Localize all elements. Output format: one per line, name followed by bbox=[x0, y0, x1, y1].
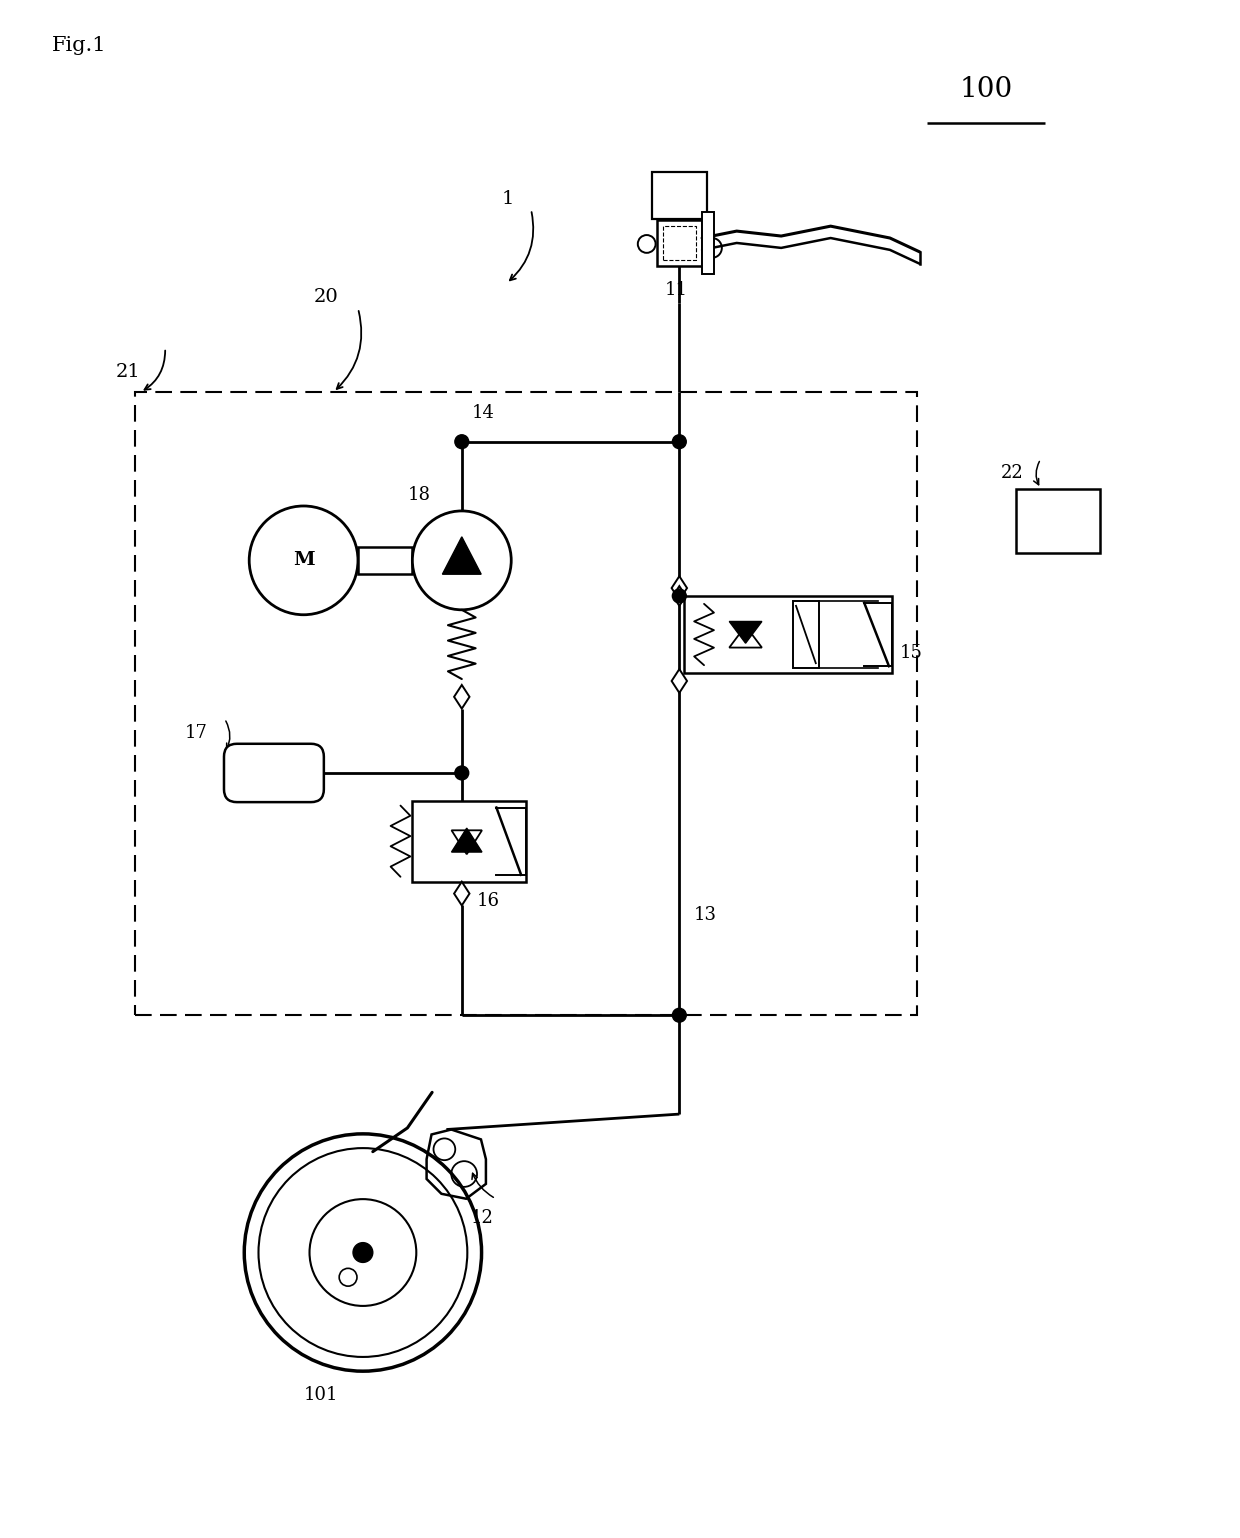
Circle shape bbox=[672, 435, 686, 449]
Bar bbox=[358, 546, 413, 574]
Polygon shape bbox=[729, 621, 761, 643]
Text: Fig.1: Fig.1 bbox=[51, 37, 107, 55]
Polygon shape bbox=[672, 669, 687, 692]
Bar bbox=[652, 172, 707, 220]
Polygon shape bbox=[443, 537, 481, 574]
Text: 13: 13 bbox=[694, 906, 717, 924]
Text: 17: 17 bbox=[185, 723, 208, 741]
Text: 18: 18 bbox=[408, 486, 430, 504]
Text: 11: 11 bbox=[665, 280, 687, 298]
Circle shape bbox=[455, 766, 469, 780]
Circle shape bbox=[249, 506, 358, 615]
Bar bbox=[413, 801, 526, 881]
Circle shape bbox=[455, 435, 469, 449]
Text: 21: 21 bbox=[115, 363, 140, 380]
Circle shape bbox=[672, 589, 686, 603]
Text: 12: 12 bbox=[471, 1209, 494, 1227]
FancyBboxPatch shape bbox=[224, 744, 324, 803]
Bar bbox=[135, 392, 916, 1015]
Text: 101: 101 bbox=[304, 1386, 339, 1404]
Bar bbox=[657, 220, 702, 266]
Circle shape bbox=[672, 1009, 686, 1023]
Text: M: M bbox=[293, 551, 315, 569]
Circle shape bbox=[353, 1243, 373, 1263]
Circle shape bbox=[340, 1269, 357, 1286]
Text: 15: 15 bbox=[900, 644, 923, 663]
Polygon shape bbox=[454, 881, 470, 906]
Circle shape bbox=[413, 511, 511, 609]
Text: 100: 100 bbox=[960, 75, 1013, 103]
Text: 22: 22 bbox=[1001, 464, 1023, 481]
Polygon shape bbox=[673, 586, 686, 606]
Text: 16: 16 bbox=[476, 892, 500, 909]
Polygon shape bbox=[672, 577, 687, 600]
Bar bbox=[662, 226, 696, 260]
Bar bbox=[794, 601, 818, 667]
Text: 20: 20 bbox=[314, 289, 339, 306]
Bar bbox=[684, 595, 892, 674]
Bar bbox=[1016, 489, 1100, 554]
Polygon shape bbox=[451, 827, 482, 852]
Circle shape bbox=[434, 1138, 455, 1160]
Polygon shape bbox=[454, 684, 470, 709]
Text: 14: 14 bbox=[471, 404, 495, 421]
Bar bbox=[702, 212, 714, 274]
Text: 1: 1 bbox=[501, 189, 513, 208]
